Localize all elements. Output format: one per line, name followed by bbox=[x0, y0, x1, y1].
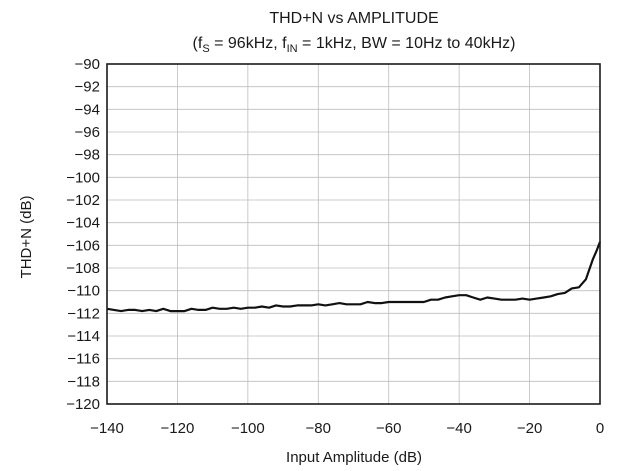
y-tick-label: −108 bbox=[66, 260, 100, 277]
y-tick-label: −118 bbox=[67, 373, 100, 390]
x-tick-label: 0 bbox=[596, 420, 604, 437]
y-axis-ticks: −90 −92 −94 −96 −98 −100 −102 −104 −106 −108 −110 −… bbox=[66, 56, 100, 413]
x-tick-label: −140 bbox=[90, 420, 124, 437]
y-tick-label: −112 bbox=[67, 305, 100, 322]
y-tick-label: −104 bbox=[66, 215, 100, 232]
data-series bbox=[106, 241, 602, 313]
x-tick-label: −80 bbox=[306, 420, 331, 437]
chart-title: THD+N vs AMPLITUDE bbox=[269, 10, 438, 27]
x-axis-ticks: −140 −120 −100 −80 −60 −40 −20 0 bbox=[90, 420, 604, 437]
y-tick-label: −98 bbox=[75, 147, 100, 164]
x-tick-label: −20 bbox=[517, 420, 542, 437]
y-tick-label: −90 bbox=[75, 56, 100, 73]
chart-subtitle: (fS = 96kHz, fIN = 1kHz, BW = 10Hz to 40… bbox=[193, 35, 516, 55]
y-tick-label: −116 bbox=[67, 351, 100, 368]
x-tick-label: −100 bbox=[231, 420, 265, 437]
y-tick-label: −96 bbox=[75, 124, 100, 141]
y-tick-label: −120 bbox=[66, 396, 100, 413]
plot-frame bbox=[106, 63, 601, 405]
series-line bbox=[106, 241, 602, 313]
x-tick-label: −120 bbox=[161, 420, 195, 437]
y-tick-label: −94 bbox=[75, 101, 100, 118]
y-tick-label: −114 bbox=[67, 328, 100, 345]
x-tick-label: −60 bbox=[376, 420, 401, 437]
grid-lines bbox=[106, 63, 601, 405]
y-tick-label: −102 bbox=[66, 192, 100, 209]
y-tick-label: −106 bbox=[66, 237, 100, 254]
y-tick-label: −110 bbox=[67, 283, 100, 300]
x-tick-label: −40 bbox=[446, 420, 471, 437]
y-tick-label: −100 bbox=[66, 169, 100, 186]
x-axis-label: Input Amplitude (dB) bbox=[286, 449, 422, 466]
y-tick-label: −92 bbox=[75, 79, 100, 96]
y-axis-label: THD+N (dB) bbox=[18, 196, 35, 279]
